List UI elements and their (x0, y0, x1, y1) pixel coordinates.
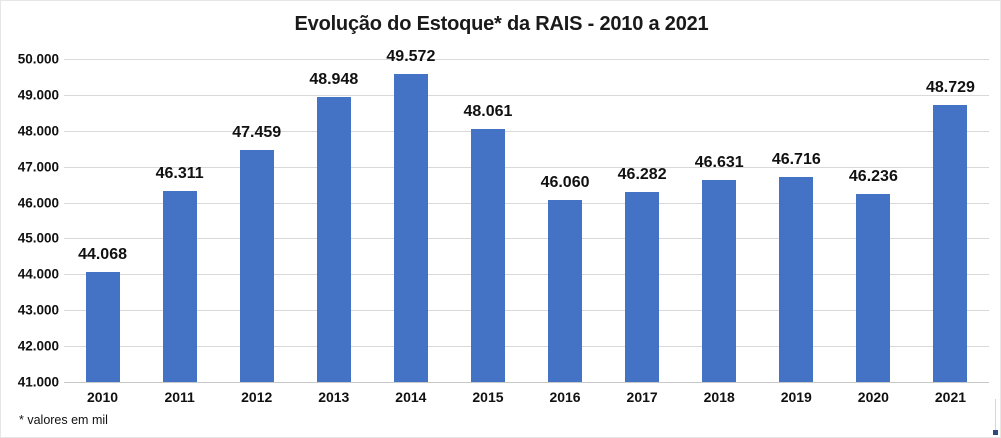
x-axis-tick-label-2015: 2015 (472, 389, 504, 405)
data-label-2015: 48.061 (463, 102, 513, 120)
data-label-2016: 46.060 (540, 174, 590, 192)
x-axis: 2010 2011 2012 2013 2014 2015 2016 2017 2018 2019… (64, 389, 989, 411)
gridline (64, 346, 989, 348)
bar-2018[interactable] (702, 179, 737, 382)
gridline (64, 130, 989, 132)
data-label-2021: 48.729 (925, 78, 975, 96)
bar-2021[interactable] (933, 104, 968, 382)
data-label-2010: 44.068 (78, 245, 127, 263)
bar-2013[interactable] (316, 96, 351, 382)
x-axis-tick-label-2013: 2013 (318, 389, 350, 405)
gridline (64, 274, 989, 276)
y-axis-tick-label: 42.000 (17, 338, 59, 354)
y-axis-tick-label: 45.000 (17, 230, 59, 246)
x-axis-tick-label-2011: 2011 (164, 389, 195, 405)
chart-title: Evolução do Estoque* da RAIS - 2010 a 20… (294, 13, 709, 35)
x-axis-tick-label-2010: 2010 (86, 389, 119, 405)
bar-2017[interactable] (625, 192, 660, 382)
y-axis-tick-label: 50.000 (17, 51, 59, 67)
x-axis-tick-label-2017: 2017 (626, 389, 658, 405)
y-axis-tick-label: 41.000 (17, 374, 59, 390)
category-axis-line (64, 382, 989, 383)
x-axis-tick-label-2012: 2012 (241, 389, 273, 405)
gridline (64, 310, 989, 312)
bar-2020[interactable] (856, 194, 891, 382)
x-axis-tick-label-2019: 2019 (780, 389, 812, 405)
x-axis-tick-label-2018: 2018 (703, 389, 735, 405)
selection-edge-line (995, 399, 996, 433)
resize-handle[interactable] (993, 430, 998, 435)
y-axis: 50.000 49.000 48.000 47.000 46.000 45.000 44.0… (1, 52, 59, 390)
plot-area: 44.068 46.311 47.459 48.948 49.572 48.061 46.0… (64, 48, 989, 383)
y-axis-tick-label: 48.000 (17, 123, 59, 139)
y-axis-tick-label: 46.000 (17, 195, 59, 211)
bar-2019[interactable] (779, 176, 814, 382)
data-label-2013: 48.948 (309, 70, 359, 88)
gridline (64, 166, 989, 168)
y-axis-tick-label: 44.000 (17, 266, 59, 282)
x-axis-tick-label-2016: 2016 (549, 389, 581, 405)
data-label-2017: 46.282 (617, 166, 667, 184)
data-label-2020: 46.236 (848, 168, 898, 186)
y-axis-tick-label: 47.000 (17, 159, 59, 175)
bar-2011[interactable] (162, 191, 197, 382)
bar-2015[interactable] (470, 128, 505, 382)
data-label-2014: 49.572 (386, 48, 436, 66)
data-label-2019: 46.716 (771, 150, 821, 168)
x-axis-tick-label-2021: 2021 (934, 389, 967, 405)
data-label-2018: 46.631 (694, 153, 744, 171)
bar-2012[interactable] (239, 150, 274, 382)
chart-footnote: * valores em mil (19, 413, 108, 427)
bar-2010[interactable] (85, 271, 120, 382)
gridline (64, 59, 989, 60)
data-label-2012: 47.459 (232, 124, 282, 142)
bar-2016[interactable] (548, 200, 583, 382)
bar-2014[interactable] (393, 74, 428, 382)
gridline (64, 94, 989, 96)
gridline (64, 238, 989, 240)
y-axis-tick-label: 43.000 (17, 302, 59, 318)
data-label-2011: 46.311 (155, 165, 204, 183)
gridline (64, 202, 989, 204)
x-axis-tick-label-2020: 2020 (857, 389, 889, 405)
y-axis-tick-label: 49.000 (17, 87, 59, 103)
x-axis-tick-label-2014: 2014 (395, 389, 427, 405)
